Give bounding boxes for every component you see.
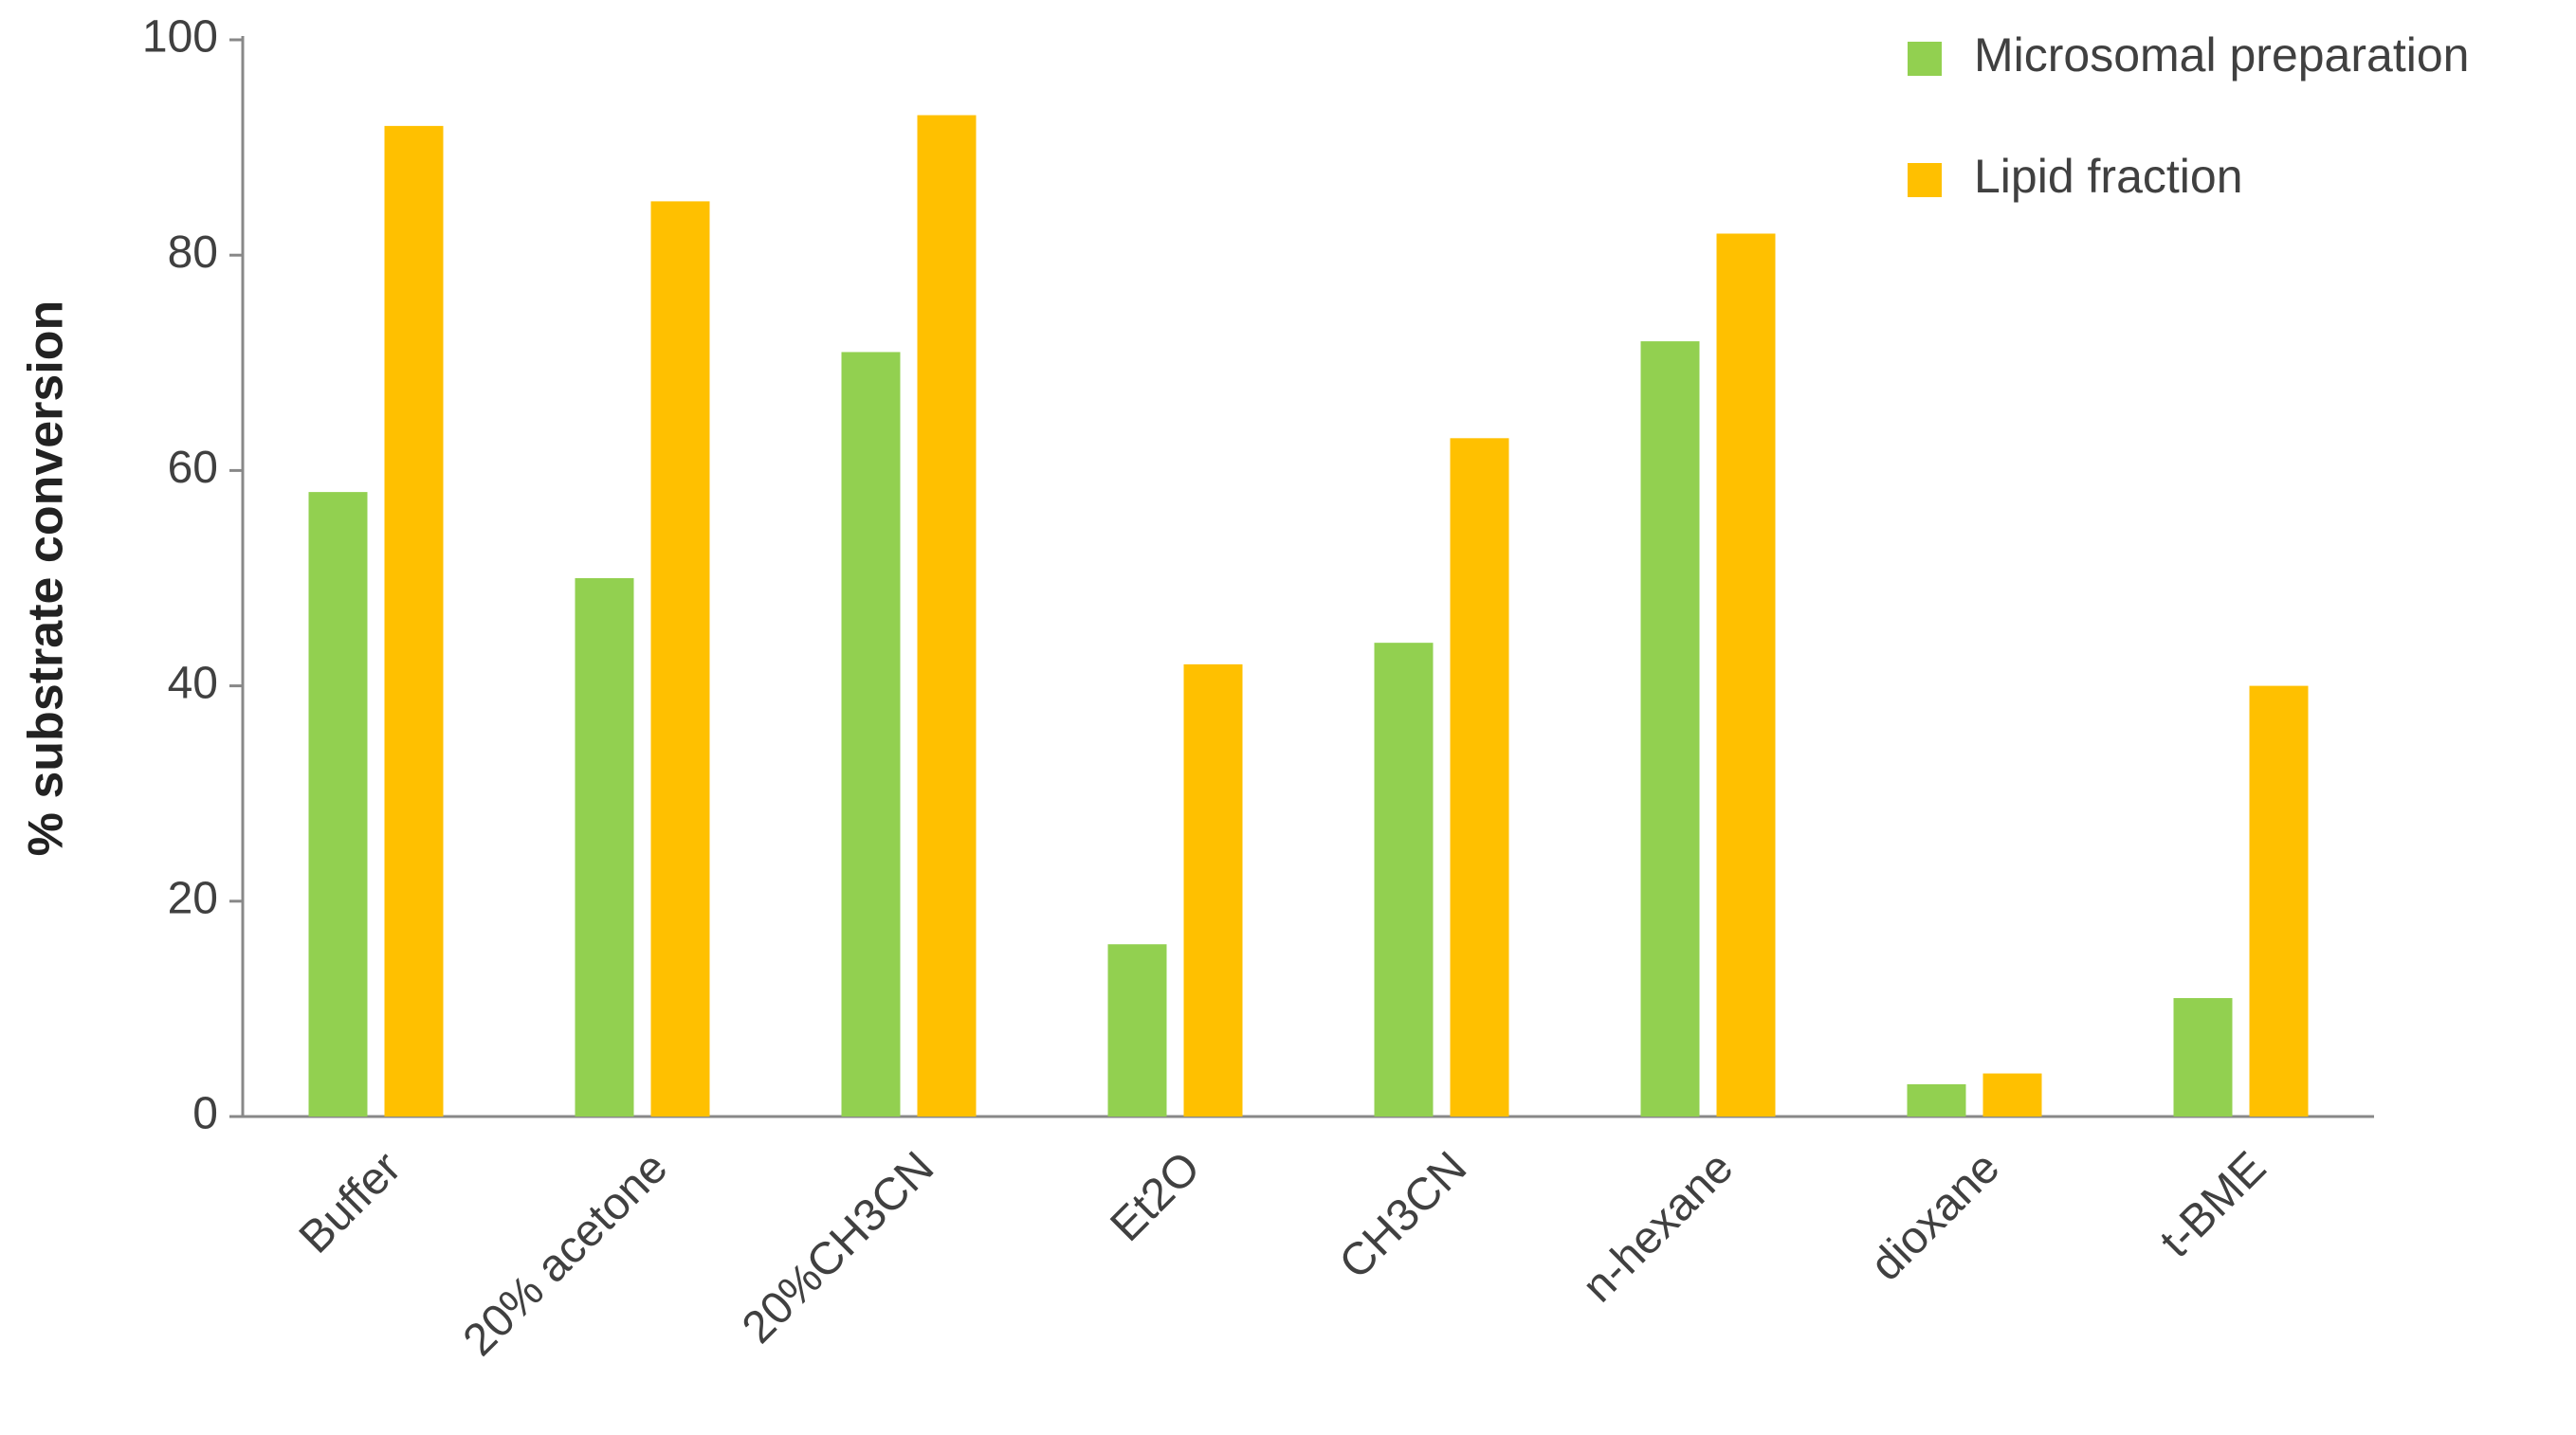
x-tick-label: n-hexane <box>1573 1142 1743 1312</box>
legend-swatch <box>1908 163 1942 197</box>
y-tick-label: 0 <box>192 1089 218 1139</box>
x-tick-label: Buffer <box>290 1142 411 1262</box>
bar <box>1450 438 1509 1117</box>
bar <box>384 125 444 1117</box>
bar <box>1183 663 1243 1117</box>
x-tick-label: 20%CH3CN <box>733 1142 943 1353</box>
bar <box>1107 944 1167 1117</box>
legend-label: Microsomal preparation <box>1974 28 2469 82</box>
bar <box>1640 341 1700 1117</box>
x-tick-label: CH3CN <box>1330 1142 1476 1288</box>
bar <box>308 492 368 1117</box>
y-tick-label: 20 <box>168 873 218 923</box>
x-tick-label: dioxane <box>1861 1142 2009 1290</box>
y-tick-label: 60 <box>168 443 218 493</box>
bar <box>1907 1083 1966 1117</box>
bar <box>841 352 901 1117</box>
bar <box>1716 233 1776 1117</box>
bar <box>2173 998 2233 1117</box>
bar <box>650 201 710 1117</box>
legend-label: Lipid fraction <box>1974 150 2243 203</box>
y-tick-label: 80 <box>168 227 218 278</box>
x-tick-label: 20% acetone <box>454 1142 678 1366</box>
legend-swatch <box>1908 42 1942 76</box>
y-tick-label: 40 <box>168 658 218 708</box>
x-tick-label: Et2O <box>1101 1142 1210 1251</box>
bar <box>575 578 634 1117</box>
bar <box>1982 1073 2042 1117</box>
bar <box>1374 643 1434 1117</box>
bar <box>2249 685 2309 1117</box>
x-tick-label: t-BME <box>2150 1142 2275 1267</box>
y-axis-title: % substrate conversion <box>19 300 74 857</box>
bar <box>917 115 977 1117</box>
y-tick-label: 100 <box>142 12 218 63</box>
